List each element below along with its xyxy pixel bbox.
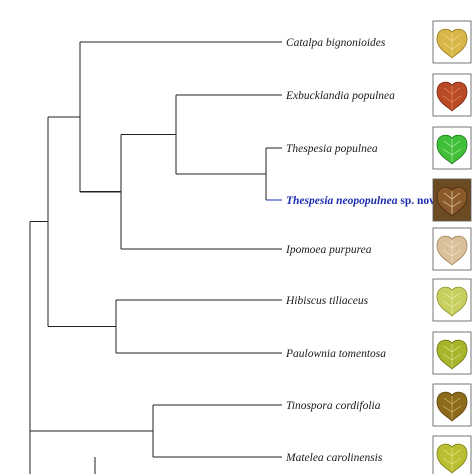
leaf-vein [442,291,462,314]
leaf-thumbnails [432,20,472,474]
taxon-label: Matelea carolinensis [285,452,383,464]
leaf-thumbnail [432,331,472,375]
leaf-thumbnail [432,227,472,271]
taxon-name: Exbucklandia populnea [285,90,395,102]
leaf-thumbnail [432,73,472,117]
leaf-thumbnail [432,278,472,322]
leaf-vein [442,191,462,214]
taxon-label: Paulownia tomentosa [285,348,386,360]
taxon-label: Thespesia neopopulnea sp. nov. [286,195,437,207]
branches [29,41,282,474]
leaf-vein [442,33,462,56]
taxon-label: Exbucklandia populnea [285,90,395,102]
leaf-vein [442,396,462,419]
taxon-name: Thespesia neopopulnea [286,195,398,207]
leaf-thumbnail [432,126,472,170]
taxon-suffix: sp. nov. [398,195,438,207]
leaf-thumbnail [432,435,472,474]
leaf-thumbnail [432,20,472,64]
taxon-name: Thespesia populnea [286,143,378,155]
leaf-vein [442,448,462,471]
taxon-name: Catalpa bignonioides [286,37,386,49]
taxon-name: Tinospora cordifolia [286,400,381,412]
taxon-name: Matelea carolinensis [285,452,383,464]
leaf-thumbnail [432,178,472,222]
leaf-thumbnail [432,383,472,427]
taxon-label: Hibiscus tiliaceus [285,295,369,307]
taxon-name: Paulownia tomentosa [285,348,386,360]
taxon-label: Catalpa bignonioides [286,37,386,49]
taxon-name: Ipomoea purpurea [285,244,372,256]
taxon-label: Ipomoea purpurea [285,244,372,256]
taxon-label: Tinospora cordifolia [286,400,381,412]
taxon-labels: Catalpa bignonioides Exbucklandia populne… [285,37,437,464]
leaf-vein [442,139,462,162]
leaf-vein [442,344,462,367]
leaf-vein [442,240,462,263]
leaf-vein [442,86,462,109]
taxon-label: Thespesia populnea [286,143,378,155]
taxon-name: Hibiscus tiliaceus [285,295,369,307]
